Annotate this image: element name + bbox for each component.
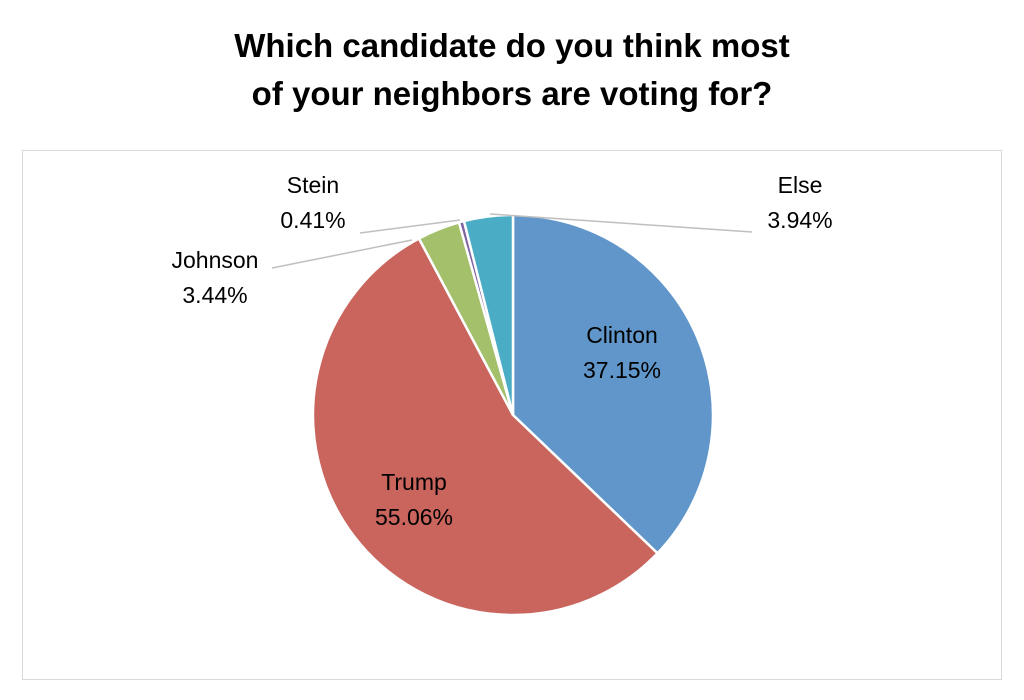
title-line-2: of your neighbors are voting for? (251, 75, 773, 112)
label-value-else: 3.94% (767, 207, 832, 233)
chart-title: Which candidate do you think most of you… (0, 22, 1024, 118)
title-line-1: Which candidate do you think most (234, 27, 790, 64)
leader-line-else (489, 213, 753, 233)
label-value-stein: 0.41% (280, 207, 345, 233)
label-name-clinton: Clinton (586, 322, 658, 348)
label-name-stein: Stein (287, 172, 339, 198)
label-name-johnson: Johnson (172, 247, 259, 273)
label-value-clinton: 37.15% (583, 357, 661, 383)
plot-area (22, 150, 1002, 680)
slice-trump (311, 236, 660, 617)
label-name-trump: Trump (381, 469, 447, 495)
leader-line-johnson (271, 239, 413, 269)
slice-clinton (511, 213, 715, 556)
leader-line-stein (359, 219, 461, 234)
label-value-johnson: 3.44% (182, 282, 247, 308)
label-name-else: Else (778, 172, 823, 198)
label-value-trump: 55.06% (375, 504, 453, 530)
